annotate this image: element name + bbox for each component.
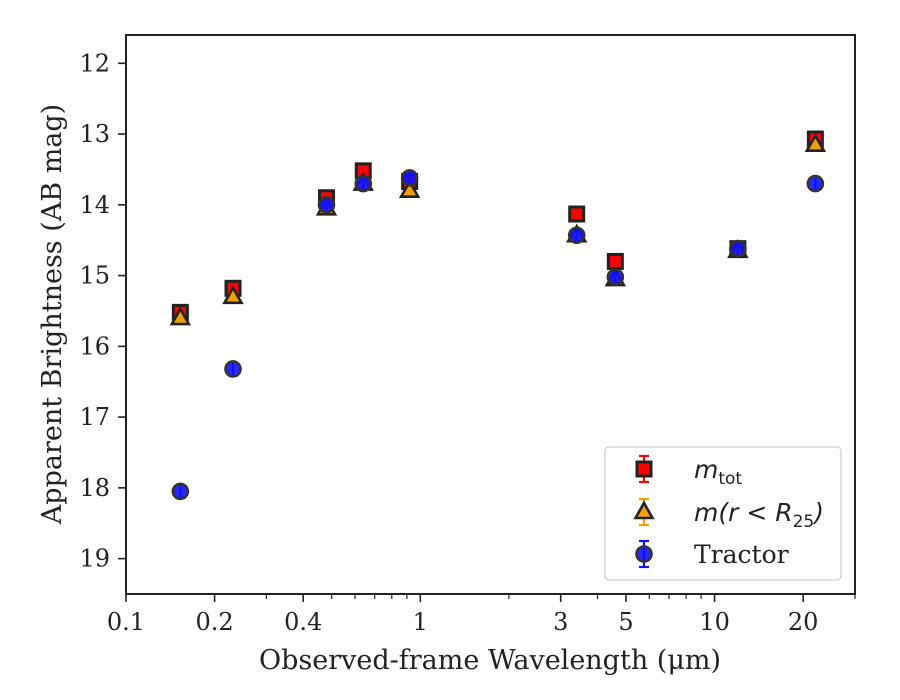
y-axis-label: Apparent Brightness (AB mag) [37,104,68,525]
x-tick-label: 10 [699,608,730,636]
data-point-triangle [398,179,421,198]
data-point-square [606,252,624,270]
y-tick-label: 15 [79,262,110,290]
x-tick-label: 0.2 [196,608,234,636]
legend-label: Tractor [694,540,789,569]
x-tick-label: 0.1 [107,608,145,636]
y-tick-label: 16 [79,332,110,360]
data-point-triangle [804,133,827,152]
data-markers [169,130,827,501]
y-tick-label: 19 [79,545,110,573]
legend-label: m(r < R25) [694,498,824,532]
legend-box [604,446,842,581]
x-tick-label: 20 [788,608,819,636]
data-point-square [568,205,586,223]
data-point-circle [806,174,825,193]
data-point-circle [171,482,190,501]
y-tick-label: 17 [79,403,110,431]
plot-frame [125,34,856,595]
legend: mtot m(r < R25) Tractor [604,446,842,581]
x-tick-label: 5 [618,608,633,636]
data-point-triangle [222,285,244,305]
data-point-triangle [169,306,192,326]
series-circle [171,169,825,501]
legend-marker-circle [635,545,653,563]
data-point-circle [729,239,747,258]
x-tick-label: 3 [553,608,568,636]
x-tick-label: 0.4 [284,608,322,636]
legend-label: mtot [694,455,742,489]
data-point-circle [606,268,625,286]
data-point-circle [354,174,373,193]
x-axis-label: Observed-frame Wavelength (μm) [259,645,721,676]
legend-marker-square [635,460,653,478]
data-point-circle [317,196,336,214]
data-point-circle [224,360,242,378]
x-tick-label: 1 [413,608,428,636]
y-tick-label: 12 [79,49,110,77]
data-point-circle [400,169,419,187]
legend-marker-triangle [633,500,655,520]
y-tick-label: 13 [79,120,110,148]
y-tick-label: 18 [79,474,110,502]
y-tick-label: 14 [79,191,110,219]
data-point-circle [567,226,586,245]
